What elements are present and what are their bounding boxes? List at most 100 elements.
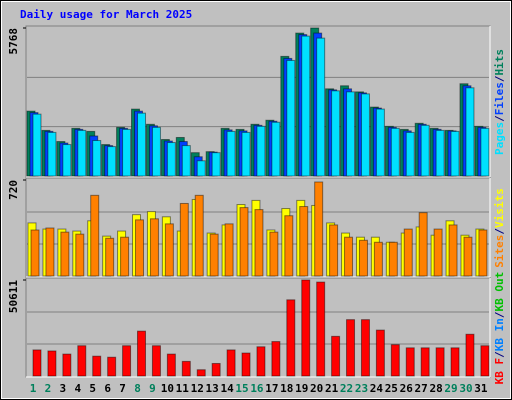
bar xyxy=(181,145,191,177)
bar xyxy=(271,341,281,377)
x-tick-label: 24 xyxy=(370,382,384,395)
bar xyxy=(316,281,326,377)
bar xyxy=(360,93,370,177)
bar xyxy=(450,130,460,177)
legend-entry: Files xyxy=(493,82,506,115)
bar xyxy=(105,237,115,277)
bar xyxy=(224,223,234,277)
bar xyxy=(166,353,176,377)
legend-entry: KB F xyxy=(493,358,506,385)
bar xyxy=(226,130,236,177)
legend-entry: KB Out xyxy=(493,272,506,312)
bar xyxy=(301,279,311,377)
bar xyxy=(465,333,475,377)
x-tick-label: 12 xyxy=(191,382,204,395)
x-tick-label: 13 xyxy=(206,382,219,395)
bar xyxy=(433,228,443,277)
bar xyxy=(194,194,204,277)
bar xyxy=(196,160,206,177)
y-tick-label: 50611 xyxy=(7,280,20,313)
x-tick-label: 31 xyxy=(474,382,488,395)
x-tick-label: 17 xyxy=(265,382,278,395)
bar xyxy=(151,126,161,177)
bar xyxy=(107,356,117,377)
x-tick-label: 16 xyxy=(250,382,264,395)
bar xyxy=(92,140,102,177)
legend-separator: / xyxy=(493,228,506,235)
bar xyxy=(329,224,339,277)
x-tick-label: 11 xyxy=(176,382,190,395)
y-tick-label: 5768 xyxy=(7,28,20,55)
bar xyxy=(62,353,72,377)
bar xyxy=(390,127,400,177)
bar xyxy=(181,360,191,377)
bar xyxy=(375,108,385,177)
legend: Sites/Visits xyxy=(493,188,506,268)
bar xyxy=(77,345,87,377)
bar xyxy=(420,347,430,377)
bar xyxy=(360,319,370,377)
bar xyxy=(403,228,413,277)
bar xyxy=(346,91,356,177)
bar xyxy=(226,349,236,377)
bar xyxy=(478,229,488,277)
x-tick-label: 5 xyxy=(89,382,96,395)
x-tick-label: 14 xyxy=(220,382,234,395)
x-tick-label: 4 xyxy=(74,382,81,395)
bar xyxy=(107,146,117,177)
legend-separator: / xyxy=(493,75,506,82)
x-tick-label: 3 xyxy=(60,382,67,395)
bar xyxy=(271,121,281,177)
bar xyxy=(480,345,490,377)
x-tick-label: 25 xyxy=(385,382,398,395)
bar xyxy=(286,59,296,177)
bar xyxy=(331,335,341,377)
x-tick-label: 27 xyxy=(415,382,428,395)
x-tick-label: 18 xyxy=(280,382,293,395)
bar xyxy=(32,113,42,177)
bar xyxy=(465,87,475,177)
bar xyxy=(122,345,132,377)
bar xyxy=(75,233,85,277)
x-tick-label: 7 xyxy=(119,382,126,395)
bar xyxy=(301,35,311,177)
x-tick-label: 20 xyxy=(310,382,323,395)
bar xyxy=(358,239,368,277)
bar xyxy=(269,231,279,277)
bar xyxy=(405,131,415,177)
bar xyxy=(388,241,398,277)
legend-separator: / xyxy=(493,115,506,122)
bar xyxy=(62,144,72,177)
x-tick-label: 10 xyxy=(161,382,174,395)
x-tick-label: 8 xyxy=(134,382,141,395)
bar xyxy=(32,349,42,377)
bar xyxy=(450,347,460,377)
bar xyxy=(346,319,356,377)
bar xyxy=(435,129,445,177)
bar xyxy=(47,131,57,177)
bar xyxy=(405,347,415,377)
bar xyxy=(418,212,428,277)
x-tick-label: 1 xyxy=(30,382,37,395)
bar xyxy=(45,227,55,277)
bar xyxy=(256,125,266,177)
legend-entry: Visits xyxy=(493,188,506,228)
bar xyxy=(254,209,264,277)
bar xyxy=(196,369,206,377)
bar xyxy=(60,231,70,277)
bar xyxy=(164,223,174,277)
bar xyxy=(241,131,251,177)
bar xyxy=(373,241,383,277)
x-tick-label: 28 xyxy=(429,382,442,395)
legend-separator: / xyxy=(493,311,506,318)
bar xyxy=(77,129,87,177)
x-tick-label: 19 xyxy=(295,382,308,395)
x-tick-label: 2 xyxy=(45,382,52,395)
bar xyxy=(463,236,473,277)
chart-title: Daily usage for March 2025 xyxy=(20,8,192,21)
bar xyxy=(420,124,430,177)
bar xyxy=(256,346,266,377)
bar xyxy=(241,352,251,377)
